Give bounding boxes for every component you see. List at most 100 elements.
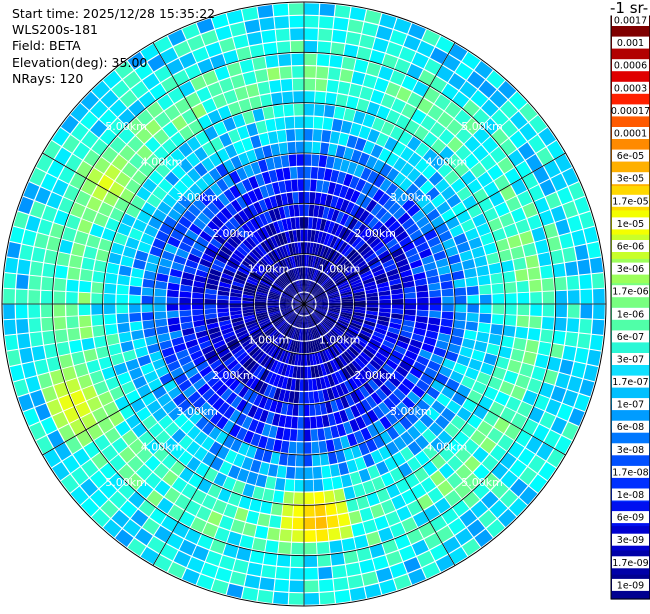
range-gate-cell — [147, 343, 161, 354]
range-gate-cell — [417, 98, 434, 114]
range-gate-cell — [223, 50, 239, 65]
range-gate-cell — [224, 334, 237, 344]
range-gate-cell — [265, 54, 279, 68]
range-gate-cell — [309, 404, 316, 416]
range-gate-cell — [192, 309, 204, 316]
range-gate-cell — [361, 273, 374, 282]
range-gate-cell — [366, 296, 379, 301]
range-gate-cell — [591, 273, 605, 289]
range-gate-cell — [264, 273, 275, 282]
range-gate-cell — [481, 454, 499, 472]
range-gate-cell — [250, 433, 261, 447]
range-gate-cell — [323, 375, 331, 388]
range-gate-cell — [310, 179, 317, 192]
range-gate-cell — [398, 462, 413, 478]
range-gate-cell — [467, 204, 483, 218]
range-gate-cell — [313, 339, 320, 352]
range-gate-cell — [268, 309, 280, 314]
range-gate-cell — [227, 62, 242, 77]
range-gate-cell — [310, 327, 316, 340]
range-gate-cell — [190, 517, 207, 533]
range-gate-cell — [358, 385, 370, 398]
range-gate-cell — [157, 201, 172, 215]
range-gate-cell — [407, 441, 422, 456]
range-gate-cell — [351, 71, 366, 86]
range-gate-cell — [470, 162, 487, 178]
range-ring-label: 1.00km — [319, 334, 361, 347]
range-gate-cell — [58, 394, 74, 411]
range-gate-cell — [185, 63, 202, 80]
range-gate-cell — [336, 171, 347, 185]
range-gate-cell — [317, 258, 324, 270]
range-gate-cell — [270, 143, 281, 157]
range-gate-cell — [254, 525, 269, 539]
range-gate-cell — [264, 398, 273, 411]
range-gate-cell — [129, 438, 145, 455]
range-gate-cell — [86, 234, 101, 249]
range-ring-label: 3.00km — [176, 405, 218, 418]
range-gate-cell — [54, 147, 72, 166]
range-gate-cell — [375, 461, 389, 476]
range-gate-cell — [80, 498, 99, 517]
range-gate-cell — [316, 415, 324, 428]
range-gate-cell — [376, 281, 389, 289]
range-gate-cell — [267, 296, 280, 301]
range-gate-cell — [362, 140, 375, 155]
range-gate-cell — [255, 311, 268, 317]
range-gate-cell — [300, 293, 304, 304]
range-gate-cell — [376, 488, 391, 503]
range-gate-cell — [25, 376, 41, 393]
range-gate-cell — [295, 315, 301, 327]
range-gate-cell — [340, 199, 350, 212]
range-gate-cell — [322, 246, 329, 258]
range-gate-cell — [358, 332, 371, 342]
range-gate-cell — [216, 384, 229, 397]
range-gate-cell — [369, 543, 385, 558]
range-gate-cell — [117, 222, 132, 237]
range-gate-cell — [136, 464, 153, 481]
range-gate-cell — [265, 343, 275, 354]
range-gate-cell — [455, 447, 472, 464]
range-gate-cell — [483, 411, 499, 427]
colorbar-label-box — [612, 104, 649, 117]
range-gate-cell — [315, 271, 323, 283]
range-gate-cell — [167, 236, 181, 248]
range-gate-cell — [343, 147, 354, 161]
range-gate-cell — [329, 330, 339, 341]
range-gate-cell — [460, 422, 476, 438]
range-gate-cell — [248, 251, 260, 262]
range-gate-cell — [286, 466, 296, 479]
range-gate-cell — [466, 286, 479, 296]
range-gate-cell — [430, 138, 447, 155]
range-gate-cell — [318, 16, 334, 29]
range-gate-cell — [347, 433, 358, 447]
range-gate-cell — [146, 153, 162, 170]
range-gate-cell — [335, 145, 346, 159]
range-gate-cell — [517, 190, 533, 207]
range-gate-cell — [308, 281, 314, 293]
range-gate-cell — [166, 310, 179, 319]
range-gate-cell — [154, 311, 167, 320]
range-gate-cell — [120, 255, 134, 268]
range-gate-cell — [306, 328, 310, 341]
range-gate-cell — [233, 559, 249, 574]
range-gate-cell — [359, 559, 375, 574]
range-gate-cell — [324, 490, 335, 503]
range-gate-cell — [304, 103, 315, 116]
range-gate-cell — [255, 308, 267, 312]
range-gate-cell — [483, 207, 499, 222]
range-gate-cell — [162, 194, 177, 208]
range-gate-cell — [290, 327, 297, 339]
range-gate-cell — [29, 332, 43, 347]
range-gate-cell — [201, 562, 218, 578]
range-gate-cell — [265, 183, 275, 197]
range-gate-cell — [367, 185, 379, 199]
range-gate-cell — [219, 555, 236, 571]
range-gate-cell — [246, 149, 258, 163]
range-gate-cell — [356, 98, 370, 113]
range-gate-cell — [171, 336, 185, 347]
range-gate-cell — [482, 472, 500, 490]
range-gate-cell — [487, 427, 504, 444]
range-gate-cell — [127, 118, 144, 135]
range-gate-cell — [504, 167, 521, 185]
